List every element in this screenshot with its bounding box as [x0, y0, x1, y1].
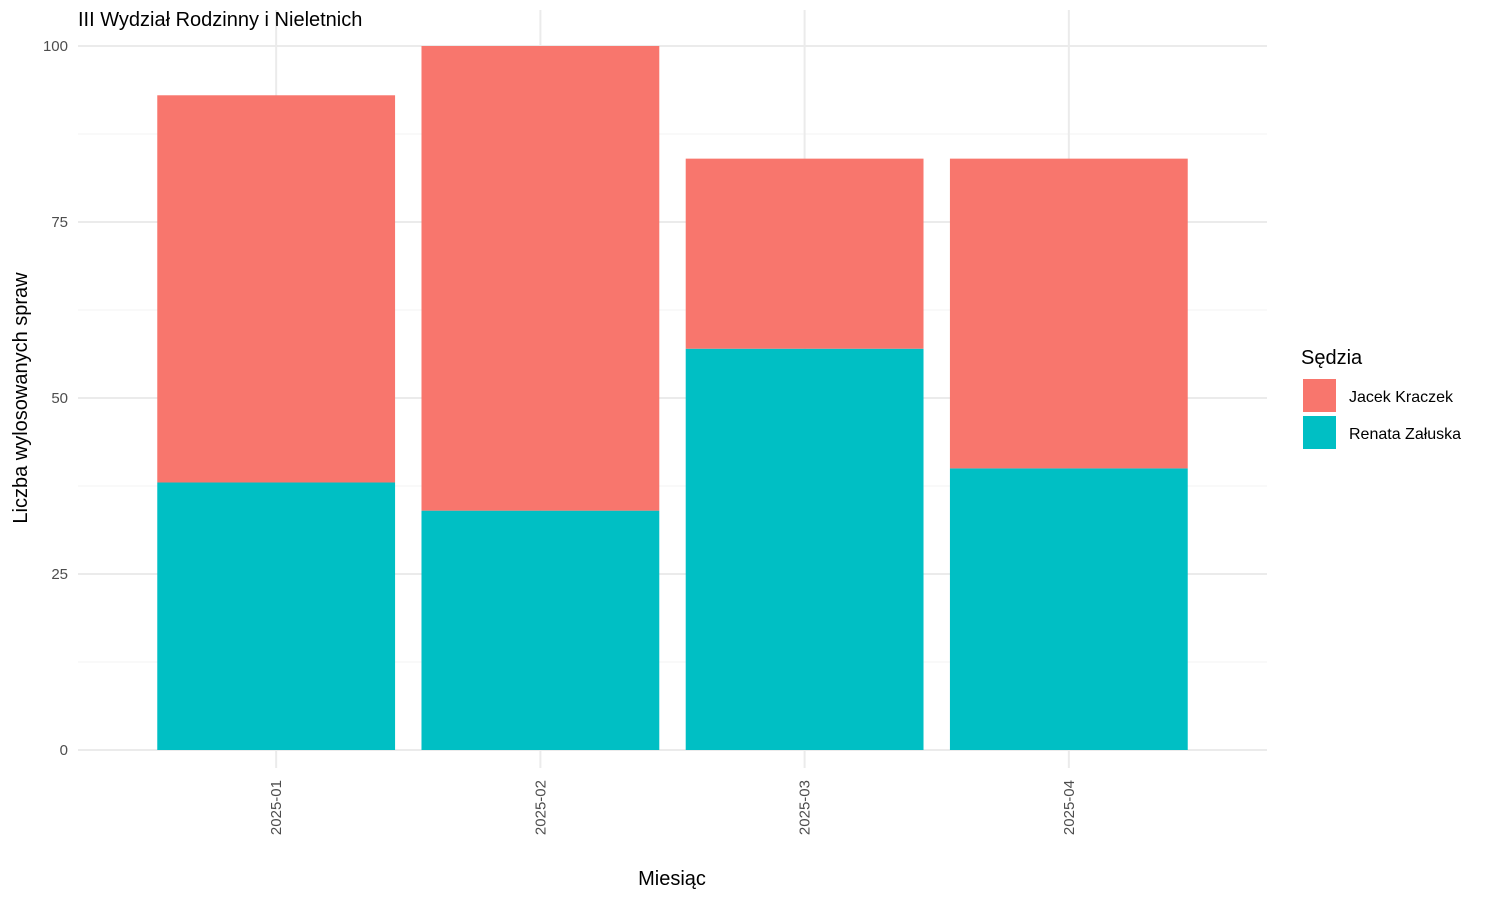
bar-2025-02-jacek-kraczek [421, 46, 660, 511]
bar-2025-02-renata-załuska [421, 510, 660, 750]
bar-2025-01-renata-załuska [157, 482, 396, 750]
y-axis-ticks: 0 25 50 75 100 [43, 38, 68, 759]
x-tick-label: 2025-03 [797, 780, 814, 835]
y-tick-label: 75 [51, 214, 68, 231]
bar-2025-03-renata-załuska [685, 348, 924, 750]
legend-label: Jacek Kraczek [1349, 389, 1454, 406]
bar-2025-04-jacek-kraczek [949, 158, 1188, 469]
y-tick-label: 50 [51, 390, 68, 407]
y-tick-label: 100 [43, 38, 68, 55]
x-axis-ticks: 2025-01 2025-02 2025-03 2025-04 [268, 780, 1078, 835]
bar-2025-03-jacek-kraczek [685, 158, 924, 349]
bars [157, 46, 1188, 750]
x-axis-title: Miesiąc [638, 868, 706, 890]
x-tick-label: 2025-01 [268, 780, 285, 835]
bar-2025-01-jacek-kraczek [157, 95, 396, 483]
y-tick-label: 25 [51, 566, 68, 583]
legend-swatch [1303, 379, 1336, 412]
bar-2025-04-renata-załuska [949, 468, 1188, 750]
legend-swatch [1303, 416, 1336, 449]
legend-items: Jacek Kraczek Renata Załuska [1303, 379, 1461, 449]
y-tick-label: 0 [60, 742, 68, 759]
y-axis-title: Liczba wylosowanych spraw [10, 272, 32, 524]
x-tick-label: 2025-04 [1061, 780, 1078, 835]
legend-label: Renata Załuska [1349, 426, 1461, 443]
x-tick-label: 2025-02 [532, 780, 549, 835]
legend-title: Sędzia [1301, 347, 1363, 369]
legend: Sędzia Jacek Kraczek Renata Załuska [1301, 347, 1461, 449]
chart-title: III Wydział Rodzinny i Nieletnich [78, 9, 362, 31]
